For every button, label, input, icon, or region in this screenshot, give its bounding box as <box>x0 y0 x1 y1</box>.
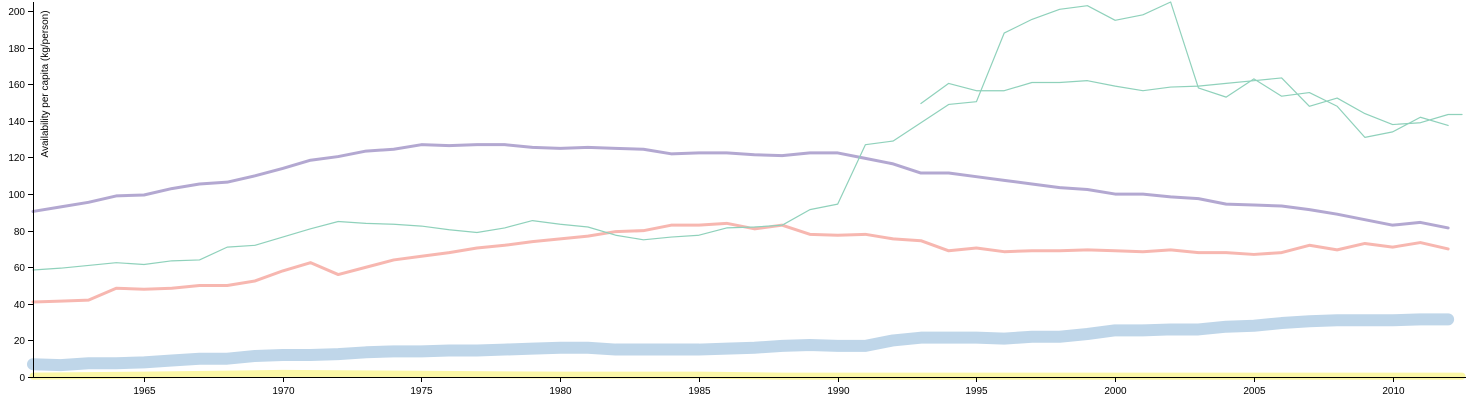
series-line-5 <box>27 313 1455 372</box>
x-tick-label: 1995 <box>965 386 988 397</box>
x-tick-label: 2000 <box>1104 386 1127 397</box>
x-tick-label: 1985 <box>688 386 711 397</box>
y-tick-label: 100 <box>8 190 25 201</box>
x-tick-label: 1965 <box>133 386 156 397</box>
x-tick-label: 1970 <box>272 386 295 397</box>
series-line-2 <box>31 221 1450 304</box>
y-tick-label: 180 <box>8 44 25 55</box>
y-tick-label: 40 <box>14 300 26 311</box>
series-lines <box>27 1 1466 380</box>
y-tick-label: 20 <box>14 336 26 347</box>
series-line-1 <box>31 143 1450 230</box>
y-tick-label: 120 <box>8 153 25 164</box>
y-axis: 0 20 40 60 80 100 120 140 160 180 200 <box>8 2 34 384</box>
x-tick-label: 2010 <box>1382 386 1405 397</box>
y-tick-label: 80 <box>14 227 26 238</box>
x-tick-label: 1990 <box>827 386 850 397</box>
x-axis: 1965 1970 1975 1980 1985 1990 1995 2000 2005 2010 <box>33 377 1466 397</box>
y-tick-label: 160 <box>8 80 25 91</box>
axes: 0 20 40 60 80 100 120 140 160 180 200 1965 1970 1975… <box>8 2 1466 397</box>
x-tick-label: 2005 <box>1243 386 1266 397</box>
y-tick-label: 0 <box>19 373 25 384</box>
x-tick-label: 1980 <box>549 386 572 397</box>
y-tick-label: 200 <box>8 7 25 18</box>
series-line-3 <box>32 1 1449 271</box>
y-tick-label: 140 <box>8 117 25 128</box>
y-tick-label: 60 <box>14 263 26 274</box>
x-tick-label: 1975 <box>410 386 433 397</box>
series-line-4 <box>920 77 1463 126</box>
series-line-6 <box>29 369 1466 380</box>
y-axis-label: Availability per capita (kg/person) <box>40 10 51 157</box>
